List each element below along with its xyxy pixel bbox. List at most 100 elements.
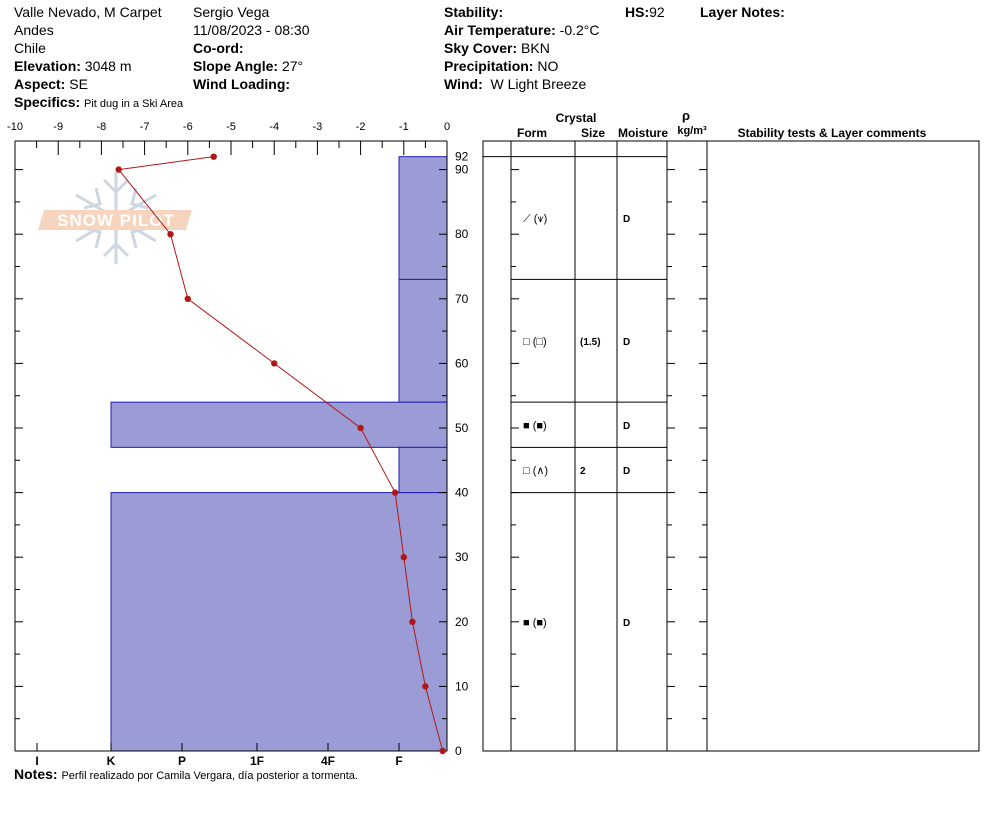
layer-size-2: (1.5) (580, 337, 601, 348)
layer-form-2: □ (□) (523, 336, 547, 348)
layer-moisture-4: D (623, 466, 630, 477)
wind-loading-label: Wind Loading: (193, 76, 291, 92)
hardness-bar-1 (398, 156, 448, 280)
logo-text: SNOW PILOT (57, 211, 175, 230)
precip-label: Precipitation: (444, 58, 534, 74)
air-temp-value: -0.2°C (559, 22, 600, 38)
temp-tick-label: -1 (399, 121, 409, 133)
height-tick-label: 70 (455, 292, 469, 306)
range: Andes (14, 22, 54, 38)
wind-value: W Light Breeze (490, 76, 587, 92)
stability: Stability: (444, 3, 503, 21)
temp-point (400, 554, 407, 561)
wind: Wind: W Light Breeze (444, 75, 586, 93)
hs: HS:92 (625, 3, 665, 21)
sky-label: Sky Cover: (444, 40, 518, 56)
layer-form-4: □ (∧) (523, 465, 548, 477)
height-tick-label: 80 (455, 227, 469, 241)
layer-moisture-5: D (623, 618, 630, 629)
header-size: Size (581, 126, 605, 140)
temp-tick-label: -10 (7, 121, 23, 133)
header-moisture: Moisture (618, 126, 668, 140)
hardness-bar-3 (110, 401, 448, 448)
temp-tick-label: -8 (97, 121, 107, 133)
wind-loading: Wind Loading: (193, 75, 290, 93)
layer-form-1: ⟋ (⩛) (523, 213, 547, 225)
height-tick-label: 10 (455, 679, 469, 693)
hardness-bar-4 (398, 446, 448, 494)
elevation-value: 3048 m (84, 58, 132, 74)
hardness-bar-5 (110, 492, 448, 752)
coordinates: Co-ord: (193, 39, 244, 57)
air-temperature: Air Temperature: -0.2°C (444, 21, 600, 39)
temp-point (357, 424, 364, 432)
hardness-tick-label: P (178, 754, 186, 768)
slope-angle: Slope Angle: 27° (193, 57, 303, 75)
layer-moisture-1: D (623, 214, 630, 225)
height-tick-label: 0 (455, 744, 462, 758)
elevation-label: Elevation: (14, 58, 81, 74)
temp-point (167, 231, 174, 238)
layer-notes-label: Layer Notes: (700, 4, 785, 20)
specifics: Specifics: Pit dug in a Ski Area (14, 93, 183, 113)
temp-tick-label: -5 (226, 121, 236, 133)
stability-label: Stability: (444, 4, 504, 20)
height-top-label: 92 (455, 150, 469, 164)
temp-tick-label: -3 (313, 121, 323, 133)
aspect-label: Aspect: (14, 76, 66, 92)
layer-notes: Layer Notes: (700, 3, 785, 21)
layer-form-3: ■ (■) (523, 420, 547, 432)
hardness-tick-label: 1F (250, 754, 264, 768)
table-frame (482, 140, 980, 752)
specifics-value: Pit dug in a Ski Area (84, 98, 184, 110)
hardness-tick-label: I (35, 754, 38, 768)
height-tick-label: 30 (455, 550, 469, 564)
header-comments: Stability tests & Layer comments (738, 126, 927, 140)
datetime: 11/08/2023 - 08:30 (193, 22, 310, 38)
temp-point (271, 360, 278, 367)
specifics-label: Specifics: (14, 94, 81, 110)
temperature-profile (115, 153, 446, 755)
temp-point (391, 489, 399, 496)
height-tick-label: 60 (455, 356, 469, 370)
hardness-bar-2 (398, 278, 448, 403)
height-tick-label: 40 (455, 486, 469, 500)
hardness-tick-label: F (395, 754, 402, 768)
elevation: Elevation: 3048 m (14, 57, 132, 75)
header-crystal: Crystal (556, 111, 597, 125)
notes: Notes: Perfil realizado por Camila Verga… (14, 765, 358, 785)
header-form: Form (517, 126, 547, 140)
temp-tick-label: 0 (444, 121, 450, 133)
temp-tick-label: -2 (356, 121, 366, 133)
slope-label: Slope Angle: (193, 58, 279, 74)
coord-label: Co-ord: (193, 40, 244, 56)
temp-point (422, 683, 429, 690)
air-temp-label: Air Temperature: (444, 22, 556, 38)
hs-value: 92 (649, 4, 665, 20)
logo-band (38, 210, 192, 230)
left-axes: -10 -9 -8 -7 -6 -5 -4 -3 -2 -1 0010203040506070809… (7, 121, 469, 768)
header-density-unit: kg/m³ (677, 125, 707, 137)
precipitation: Precipitation: NO (444, 57, 558, 75)
layer-form-5: ■ (■) (523, 617, 547, 629)
layer-table: Crystal Form Size Moisture ρ kg/m³ Stability t… (482, 108, 980, 752)
observer: Sergio Vega (193, 4, 270, 20)
notes-value: Perfil realizado por Camila Vergara, día… (61, 770, 358, 782)
hs-label: HS: (625, 4, 650, 20)
location: Valle Nevado, M Carpet (14, 4, 162, 20)
temp-point (115, 166, 122, 173)
temp-point (409, 618, 416, 625)
temp-tick-label: -9 (53, 121, 63, 133)
temp-tick-label: -7 (140, 121, 150, 133)
header-rho: ρ (682, 108, 690, 123)
hardness-bars (110, 156, 448, 752)
wind-label: Wind: (444, 76, 483, 92)
temp-tick-label: -4 (269, 121, 279, 133)
hardness-tick-label: K (107, 754, 116, 768)
notes-label: Notes: (14, 766, 58, 782)
sky-value: BKN (521, 40, 550, 56)
layer-moisture-2: D (623, 337, 630, 348)
temp-tick-label: -6 (183, 121, 193, 133)
slope-value: 27° (281, 58, 304, 74)
